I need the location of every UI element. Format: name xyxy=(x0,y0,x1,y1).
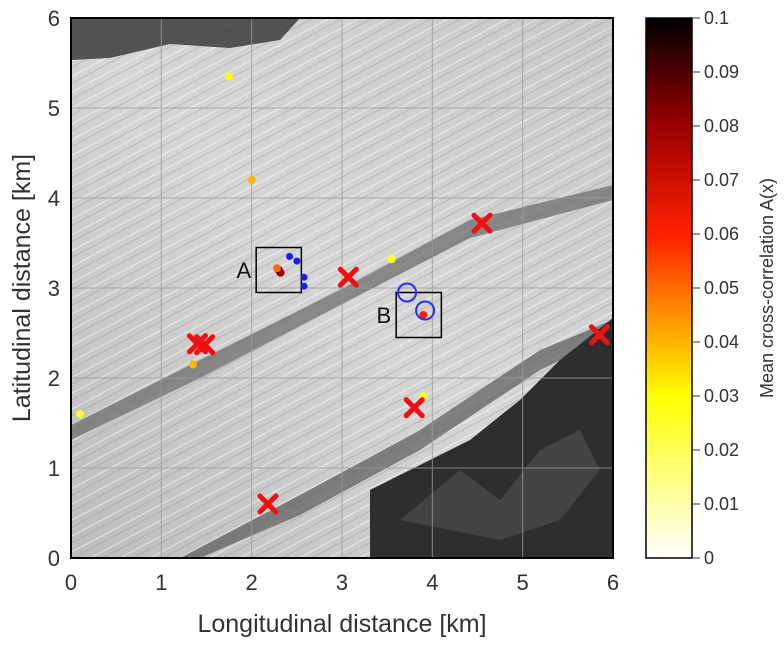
correlation-point xyxy=(225,72,234,81)
x-tick-label: 5 xyxy=(517,570,529,595)
y-tick-label: 2 xyxy=(48,366,60,391)
red-cross-marker xyxy=(194,334,216,356)
red-cross-marker xyxy=(257,493,279,515)
colorbar-tick-label: 0.07 xyxy=(704,170,739,190)
x-axis-label: Longitudinal distance [km] xyxy=(197,610,486,638)
colorbar-tick-label: 0.08 xyxy=(704,116,739,136)
grid-lines xyxy=(71,18,613,558)
blue-circle xyxy=(397,282,418,303)
y-tick-label: 0 xyxy=(48,546,60,571)
correlation-point xyxy=(76,410,85,418)
colorbar-tick-label: 0 xyxy=(704,548,714,568)
blue-point xyxy=(300,273,308,281)
colorbar-tick-label: 0.1 xyxy=(704,8,729,28)
blue-point xyxy=(293,257,301,265)
region-boxes: AB xyxy=(236,246,443,339)
region-box-label: B xyxy=(377,303,392,328)
correlation-point xyxy=(419,311,428,319)
x-ticks: 0 1 2 3 4 5 6 xyxy=(65,570,619,595)
correlation-point xyxy=(387,255,396,264)
x-tick-label: 6 xyxy=(607,570,619,595)
region-box xyxy=(395,291,443,339)
y-tick-label: 5 xyxy=(48,96,60,121)
blue-point xyxy=(300,282,308,290)
colorbar-label: Mean cross-correlation A(x) xyxy=(757,178,777,398)
plot-frame xyxy=(70,17,614,559)
colorbar-tick-label: 0.03 xyxy=(704,386,739,406)
colorbar-tick-label: 0.06 xyxy=(704,224,739,244)
colorbar-tick-label: 0.01 xyxy=(704,494,739,514)
red-cross-marker xyxy=(588,324,610,346)
x-tick-label: 3 xyxy=(336,570,348,595)
colorbar-tick-label: 0.04 xyxy=(704,332,739,352)
red-crosses xyxy=(186,212,610,515)
colorbar-tick-label: 0.09 xyxy=(704,62,739,82)
y-tick-label: 6 xyxy=(48,6,60,31)
correlation-point xyxy=(247,176,256,184)
red-cross-marker xyxy=(403,397,425,419)
correlation-point xyxy=(188,360,197,369)
region-box-label: A xyxy=(236,258,251,283)
blue-point xyxy=(286,253,294,260)
x-tick-label: 2 xyxy=(246,570,258,595)
x-tick-label: 0 xyxy=(65,570,77,595)
blue-circles xyxy=(397,282,436,321)
correlation-point xyxy=(272,264,281,273)
blue-points xyxy=(286,253,308,290)
x-tick-label: 4 xyxy=(426,570,438,595)
colorbar xyxy=(645,17,693,559)
red-cross-marker xyxy=(337,266,359,288)
region-box xyxy=(255,246,303,294)
colorbar-tick-label: 0.05 xyxy=(704,278,739,298)
colorbar-ticks: 0 0.01 0.02 0.03 0.04 0.05 0.06 0.07 0.08 0.09 0.1 xyxy=(692,8,739,568)
y-tick-label: 3 xyxy=(48,276,60,301)
y-ticks: 0 1 2 3 4 5 6 xyxy=(48,6,60,571)
correlation-points xyxy=(76,72,428,418)
y-tick-label: 4 xyxy=(48,186,60,211)
y-tick-label: 1 xyxy=(48,456,60,481)
blue-circle xyxy=(415,300,436,321)
red-cross-marker xyxy=(471,212,493,234)
x-tick-label: 1 xyxy=(155,570,167,595)
y-axis-label: Latitudinal distance [km] xyxy=(8,154,36,422)
colorbar-tick-label: 0.02 xyxy=(704,440,739,460)
